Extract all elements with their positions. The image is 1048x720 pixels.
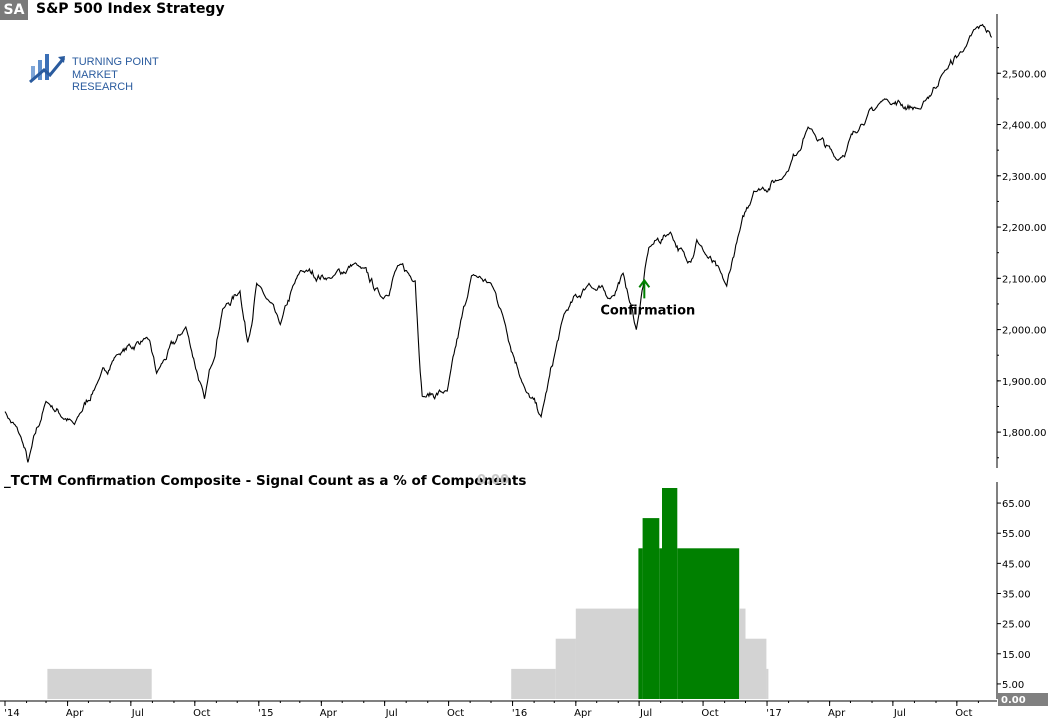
x-tick-label: Apr [320, 708, 338, 719]
price-axis: 1,800.00 1,900.00 2,000.00 2,100.00 2,200.00… [996, 14, 1047, 468]
x-tick-label: Oct [701, 708, 718, 719]
x-tick-label: Oct [955, 708, 972, 719]
indicator-bar [677, 548, 740, 699]
x-tick-label: Oct [447, 708, 464, 719]
x-tick-label: Apr [574, 708, 592, 719]
price-tick-label: 2,200.00 [1002, 223, 1047, 234]
indicator-bar [511, 668, 556, 699]
x-tick-label: Apr [828, 708, 846, 719]
indicator-tick-label: 25.00 [1002, 620, 1031, 631]
confirmation-annotation: Confirmation [600, 278, 695, 318]
indicator-last-value: 0.00 [998, 693, 1048, 706]
indicator-tick-label: 5.00 [1002, 680, 1024, 691]
price-tick-label: 2,400.00 [1002, 121, 1047, 132]
indicator-bar [659, 548, 663, 699]
logo-text-line1: TURNING POINT [72, 56, 159, 68]
indicator-axis: 5.00 15.00 25.00 35.00 45.00 55.00 65.00 [996, 482, 1031, 699]
price-tick-label: 2,500.00 [1002, 69, 1047, 80]
x-tick-label: '15 [258, 708, 273, 719]
x-tick-label: '17 [766, 708, 781, 719]
indicator-tick-label: 65.00 [1002, 499, 1031, 510]
indicator-bar [642, 518, 660, 699]
indicator-bar [662, 488, 678, 699]
price-tick-label: 1,900.00 [1002, 377, 1047, 388]
x-tick-label: Jul [893, 708, 906, 719]
logo-text-line2: MARKET RESEARCH [72, 69, 134, 93]
indicator-bar [47, 668, 152, 699]
x-tick-label: '16 [512, 708, 527, 719]
indicator-bar [745, 638, 767, 699]
logo-icon [29, 54, 66, 84]
indicator-bar [766, 668, 769, 699]
price-tick-label: 2,300.00 [1002, 172, 1047, 183]
indicator-tick-label: 15.00 [1002, 650, 1031, 661]
indicator-last-value-label: 0.00 [1001, 695, 1026, 706]
chart-title: S&P 500 Index Strategy [36, 1, 225, 17]
indicator-bar [555, 638, 576, 699]
indicator-title: _TCTM Confirmation Composite - Signal Co… [4, 473, 527, 489]
price-tick-label: 2,100.00 [1002, 274, 1047, 285]
indicator-tick-label: 35.00 [1002, 590, 1031, 601]
x-tick-label: Jul [385, 708, 398, 719]
annotation-label: Confirmation [600, 303, 695, 318]
x-axis: '14 Apr Jul Oct '15 Apr Jul Oct '16 Apr Jul Oct '17 A… [0, 700, 997, 719]
x-tick-label: Jul [639, 708, 652, 719]
x-tick-label: Jul [131, 708, 144, 719]
up-arrow-icon [638, 278, 651, 299]
price-tick-label: 1,800.00 [1002, 428, 1047, 439]
x-tick-label: Apr [66, 708, 84, 719]
indicator-bar [638, 548, 643, 699]
indicator-bars [47, 488, 769, 699]
company-logo: TURNING POINT MARKET RESEARCH [28, 48, 178, 93]
indicator-bar [739, 608, 746, 699]
x-tick-label: Oct [193, 708, 210, 719]
indicator-tick-label: 55.00 [1002, 529, 1031, 540]
indicator-current-value: 0.00 [477, 473, 510, 488]
x-tick-label: '14 [4, 708, 19, 719]
indicator-bar [575, 608, 639, 699]
indicator-tick-label: 45.00 [1002, 559, 1031, 570]
price-tick-label: 2,000.00 [1002, 326, 1047, 337]
price-line [4, 23, 993, 463]
ticker-badge: SA [0, 0, 28, 20]
